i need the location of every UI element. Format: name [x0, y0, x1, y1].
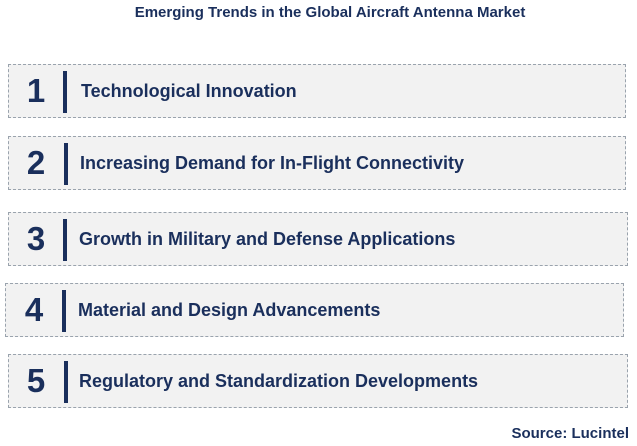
trend-number: 3 — [26, 220, 46, 257]
trend-number: 5 — [26, 362, 46, 399]
trend-label: Regulatory and Standardization Developme… — [79, 370, 479, 391]
trend-label: Increasing Demand for In-Flight Connecti… — [80, 152, 465, 173]
divider-bar — [63, 71, 67, 113]
trend-number: 2 — [26, 144, 46, 181]
source-note: Source: Lucintel — [511, 425, 629, 442]
trend-label: Growth in Military and Defense Applicati… — [79, 228, 456, 249]
trend-label: Material and Design Advancements — [78, 299, 381, 320]
trend-item-4: 4 Material and Design Advancements — [5, 283, 624, 337]
divider-bar — [64, 361, 68, 403]
trend-label: Technological Innovation — [81, 80, 297, 101]
divider-bar — [63, 219, 67, 261]
divider-bar — [64, 143, 68, 185]
trend-item-1: 1 Technological Innovation — [8, 64, 626, 118]
trend-number: 1 — [26, 72, 46, 109]
divider-bar — [62, 290, 66, 332]
diagram-title: Emerging Trends in the Global Aircraft A… — [134, 4, 526, 21]
trend-item-3: 3 Growth in Military and Defense Applica… — [8, 212, 628, 266]
trend-number: 4 — [24, 291, 44, 328]
trend-item-5: 5 Regulatory and Standardization Develop… — [8, 354, 628, 408]
trend-item-2: 2 Increasing Demand for In-Flight Connec… — [8, 136, 626, 190]
